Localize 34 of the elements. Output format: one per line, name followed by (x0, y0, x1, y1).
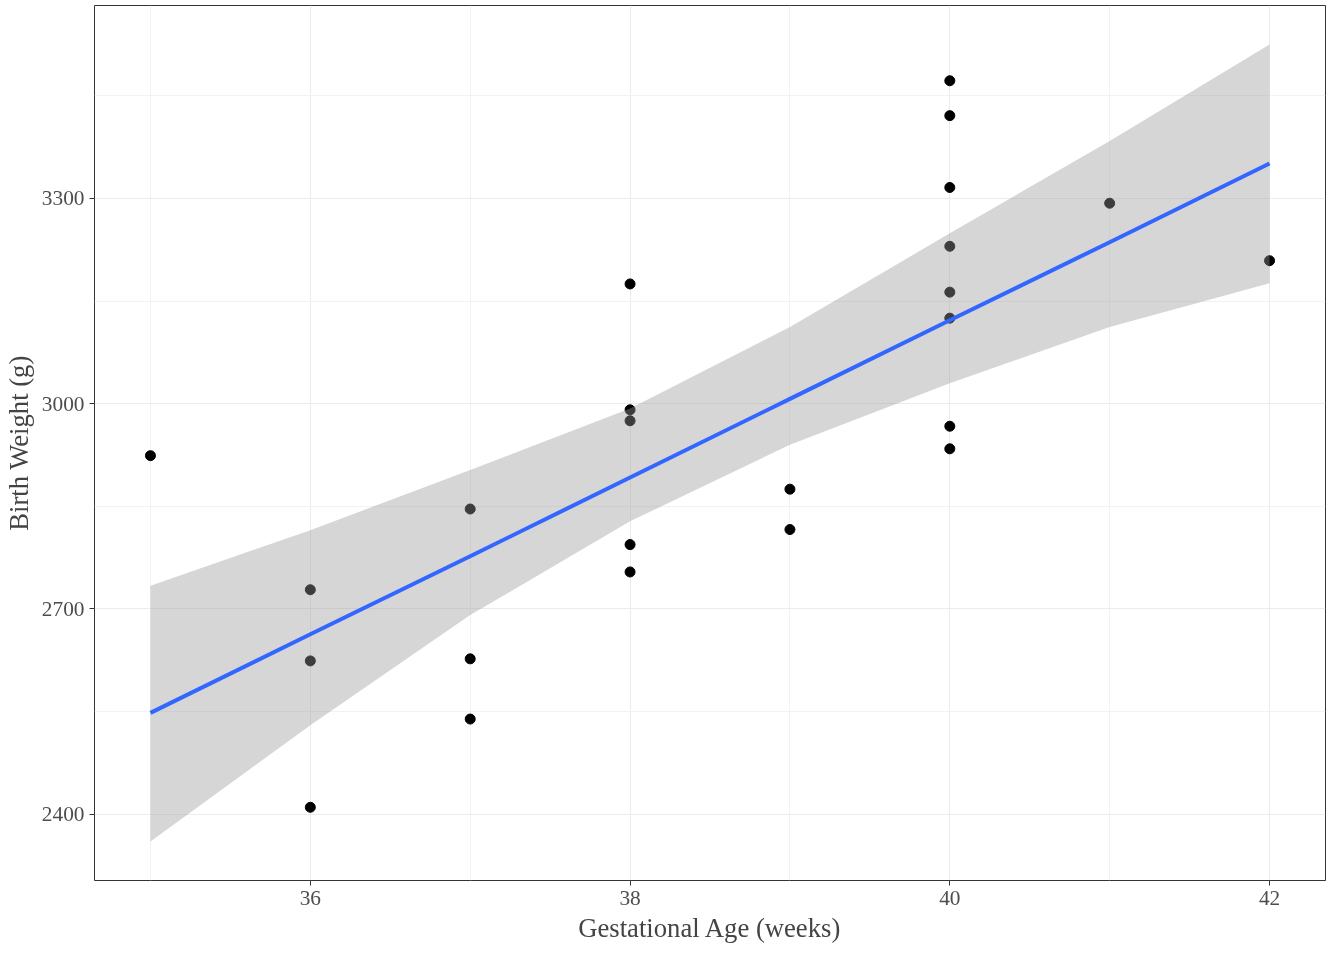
x-tick-label: 40 (939, 885, 961, 910)
point (624, 404, 636, 416)
point (944, 240, 956, 252)
point (1104, 197, 1116, 209)
point (944, 420, 956, 432)
point (624, 539, 636, 551)
point (624, 566, 636, 578)
point (944, 110, 956, 122)
point (784, 524, 796, 536)
line-series (148, 161, 1272, 715)
point (624, 415, 636, 427)
point (944, 181, 956, 193)
y-tick-label: 3300 (41, 186, 85, 211)
point (944, 286, 956, 298)
point (1264, 255, 1276, 267)
point (944, 443, 956, 455)
point (944, 75, 956, 87)
point (144, 450, 156, 462)
point (784, 483, 796, 495)
point (304, 655, 316, 667)
y-tick-label: 3000 (41, 391, 85, 416)
x-axis-title: Gestational Age (weeks) (578, 912, 841, 943)
y-axis-title: Birth Weight (g) (3, 355, 34, 531)
point (464, 653, 476, 665)
x-tick-label: 36 (299, 885, 322, 910)
point (624, 278, 636, 290)
point (464, 503, 476, 515)
x-tick-label: 42 (1258, 885, 1281, 910)
y-tick-label: 2400 (41, 802, 85, 827)
x-tick-label: 38 (619, 885, 641, 910)
point (464, 713, 476, 725)
point (304, 584, 316, 596)
y-tick-label: 2700 (41, 596, 85, 621)
point (304, 801, 316, 813)
